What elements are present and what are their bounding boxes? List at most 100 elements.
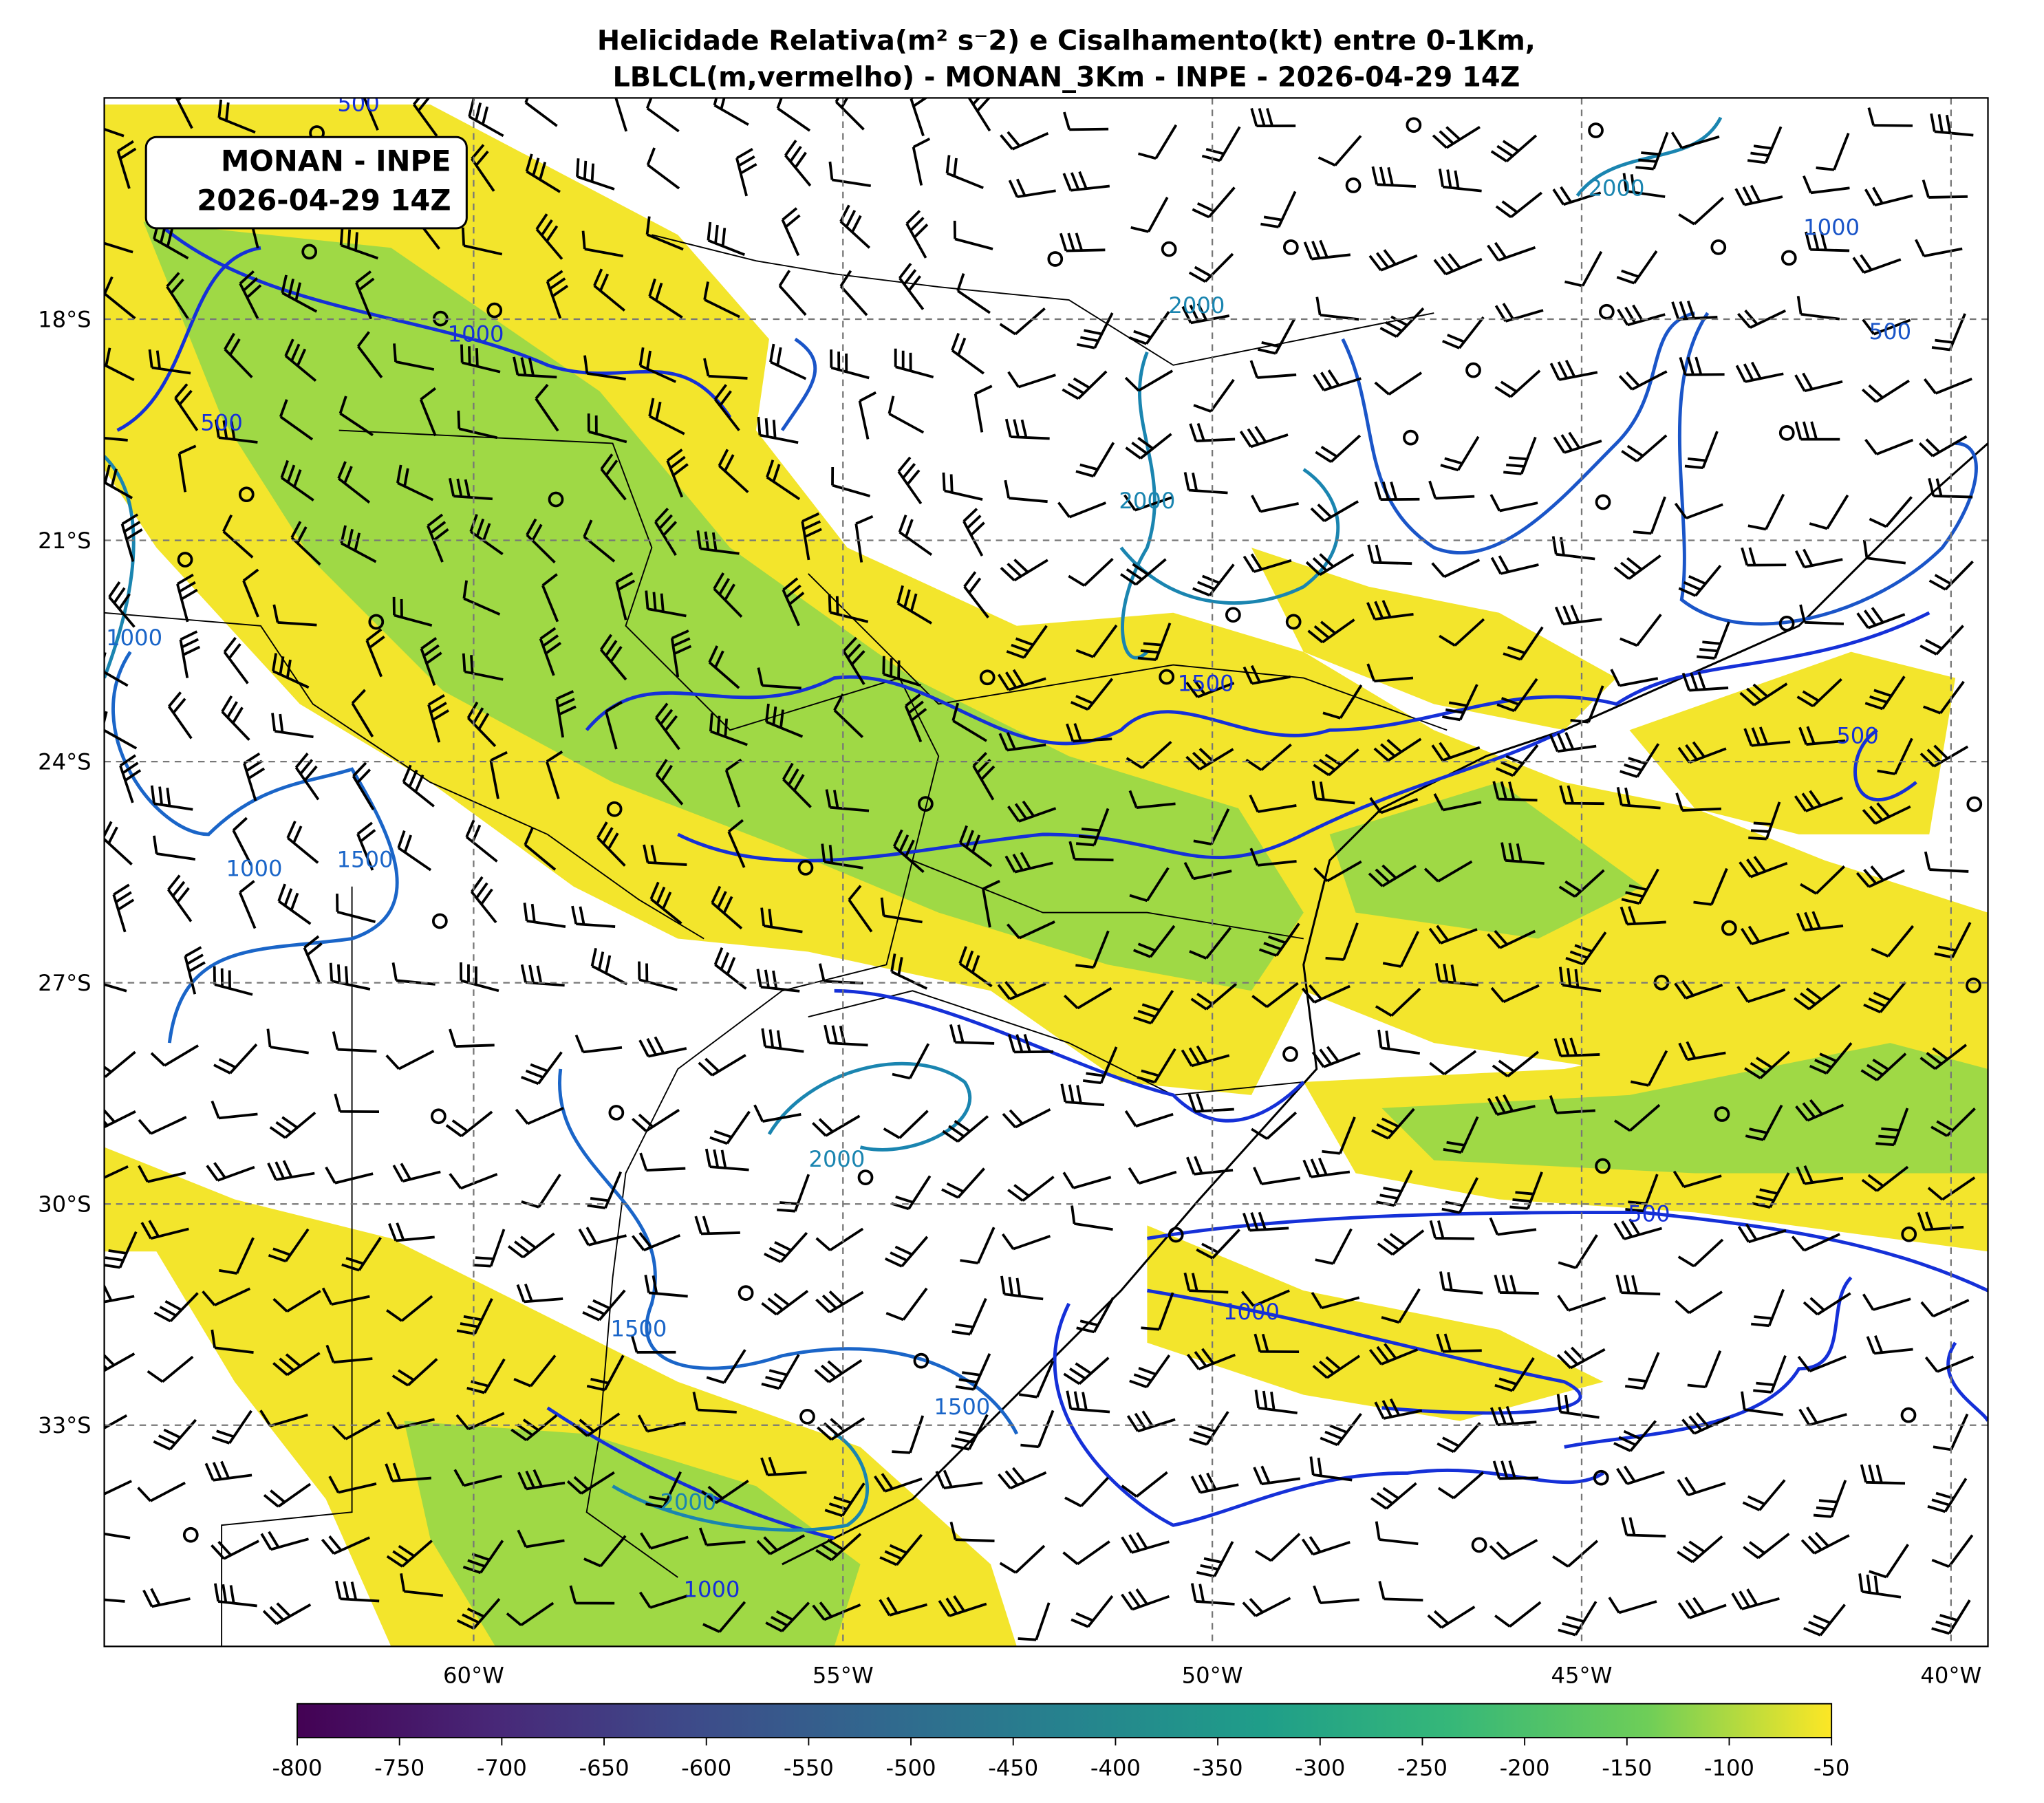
wind-barb bbox=[698, 1054, 746, 1077]
wind-barb bbox=[1313, 369, 1362, 391]
wind-barb bbox=[854, 515, 874, 563]
wind-barb bbox=[1007, 1176, 1055, 1202]
calm-marker bbox=[797, 860, 814, 876]
wind-barb bbox=[1004, 418, 1050, 440]
contour-label: 1000 bbox=[1803, 214, 1860, 240]
wind-barb bbox=[1076, 1297, 1115, 1334]
wind-barb bbox=[303, 935, 323, 984]
wind-barb bbox=[290, 521, 321, 566]
wind-barb bbox=[524, 98, 558, 127]
wind-barb bbox=[815, 1291, 864, 1314]
wind-barb bbox=[1803, 1292, 1851, 1316]
wind-barb bbox=[1132, 925, 1176, 958]
wind-barb bbox=[153, 835, 196, 861]
wind-barb bbox=[104, 1283, 135, 1304]
wind-barb bbox=[1557, 1295, 1606, 1312]
wind-barb bbox=[1923, 680, 1965, 715]
border-line bbox=[912, 859, 1304, 940]
wind-barb bbox=[104, 464, 133, 499]
wind-barb bbox=[1192, 563, 1235, 597]
wind-barb bbox=[1608, 1597, 1657, 1615]
wind-barb bbox=[1301, 984, 1351, 1004]
colorbar-tick-label: -50 bbox=[1814, 1755, 1850, 1781]
wind-barb bbox=[1189, 1411, 1229, 1446]
wind-barb bbox=[104, 1598, 125, 1603]
lat-tick-label: 27°S bbox=[38, 970, 92, 996]
wind-barb bbox=[516, 1283, 563, 1304]
wind-barb bbox=[1558, 1601, 1597, 1637]
wind-barb bbox=[1185, 678, 1235, 698]
wind-barb bbox=[828, 594, 869, 623]
wind-barb bbox=[1249, 847, 1297, 867]
wind-barb bbox=[1751, 1288, 1785, 1328]
shaded-area bbox=[1329, 782, 1643, 939]
calm-marker bbox=[1285, 614, 1302, 630]
wind-barb bbox=[219, 1237, 255, 1275]
info-box-text: 2026-04-29 14Z bbox=[197, 183, 451, 217]
map-frame bbox=[103, 97, 1989, 1648]
wind-barb bbox=[801, 512, 822, 561]
wind-barb bbox=[1743, 1533, 1790, 1559]
colorbar-tick-label: -500 bbox=[886, 1755, 936, 1781]
wind-barb bbox=[571, 905, 616, 928]
wind-barb bbox=[1305, 553, 1355, 576]
wind-barb bbox=[761, 1290, 809, 1316]
wind-barb bbox=[1128, 790, 1176, 809]
shaded-area bbox=[1147, 1225, 1604, 1421]
wind-barb bbox=[704, 1148, 749, 1172]
wind-barb bbox=[1864, 438, 1914, 455]
wind-barb bbox=[1007, 920, 1055, 940]
wind-barb bbox=[174, 383, 199, 431]
wind-barb bbox=[1427, 1606, 1476, 1629]
wind-barb bbox=[456, 1598, 501, 1630]
axes: 60°W 55°W 50°W 45°W 40°W 18°S 21°S 24°S 27°S 30°S… bbox=[38, 306, 1981, 1688]
wind-barb bbox=[1431, 559, 1481, 579]
wind-barb bbox=[1124, 369, 1174, 392]
wind-barb bbox=[1366, 600, 1414, 620]
wind-barb bbox=[427, 513, 449, 563]
wind-barb bbox=[461, 227, 503, 256]
wind-barb bbox=[1674, 980, 1723, 1000]
wind-barb bbox=[648, 278, 683, 319]
wind-barb bbox=[1796, 296, 1840, 321]
coastline bbox=[782, 442, 1988, 1566]
wind-barb bbox=[1429, 1050, 1477, 1076]
wind-barb bbox=[456, 1298, 493, 1335]
wind-barb bbox=[153, 221, 189, 260]
wind-barb bbox=[1309, 1456, 1353, 1482]
wind-barb bbox=[1503, 626, 1544, 661]
wind-barb bbox=[1062, 171, 1110, 192]
wind-barb bbox=[698, 1527, 746, 1546]
shaded-area bbox=[404, 1421, 861, 1647]
wind-barb bbox=[1188, 252, 1234, 283]
wind-barb bbox=[1442, 684, 1478, 722]
colorbar-tick-label: -400 bbox=[1090, 1755, 1141, 1781]
calm-marker bbox=[1778, 424, 1795, 441]
wind-barb bbox=[1062, 370, 1108, 400]
contour-line bbox=[1053, 1302, 1604, 1527]
wind-barb bbox=[1677, 1535, 1723, 1564]
wind-barb bbox=[1373, 737, 1422, 762]
wind-barb bbox=[1374, 1398, 1423, 1420]
wind-barb bbox=[1253, 1167, 1301, 1185]
wind-barb bbox=[1930, 113, 1974, 137]
wind-barb bbox=[1317, 135, 1362, 167]
colorbar-tick-label: -100 bbox=[1704, 1755, 1754, 1781]
contour-label: 1000 bbox=[448, 321, 504, 347]
wind-barb bbox=[321, 1535, 370, 1555]
wind-barb bbox=[1007, 1034, 1053, 1054]
lon-tick-label: 40°W bbox=[1920, 1662, 1981, 1688]
wind-barb bbox=[1250, 108, 1296, 128]
wind-barb bbox=[506, 1601, 555, 1627]
wind-barb bbox=[1509, 1172, 1543, 1210]
wind-barb bbox=[1313, 1585, 1359, 1604]
wind-barb bbox=[1927, 1478, 1968, 1513]
wind-barb bbox=[1374, 482, 1420, 501]
wind-barb bbox=[999, 1544, 1046, 1574]
wind-barb bbox=[1193, 378, 1235, 413]
wind-barb bbox=[1863, 981, 1907, 1014]
calm-marker bbox=[1282, 239, 1299, 255]
wind-barb bbox=[1549, 359, 1598, 381]
wind-barb bbox=[1377, 1029, 1421, 1055]
wind-barb bbox=[1310, 500, 1359, 523]
